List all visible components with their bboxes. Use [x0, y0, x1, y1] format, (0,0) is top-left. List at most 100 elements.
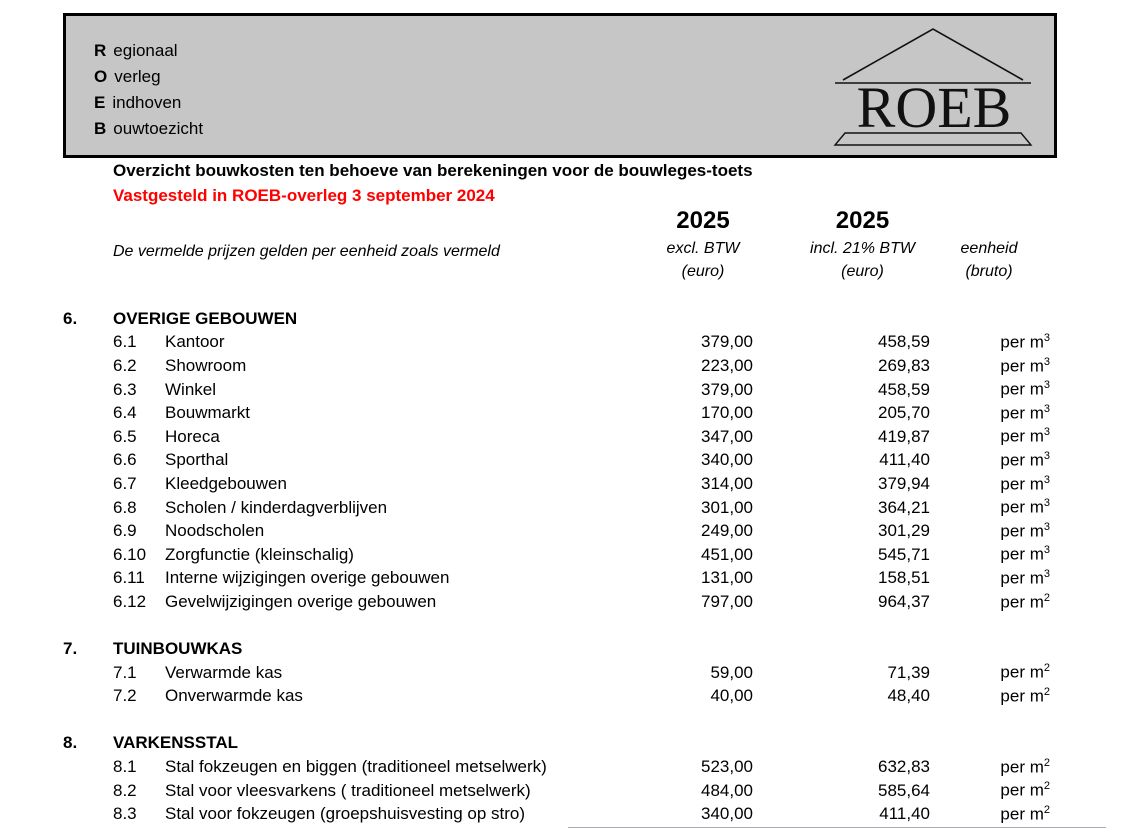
- price-incl-btw: 458,59: [878, 379, 930, 399]
- unit-base: per m: [1000, 804, 1044, 824]
- page-title: Overzicht bouwkosten ten behoeve van ber…: [113, 161, 753, 180]
- table-row: 8.3 Stal voor fokzeugen (groepshuisvestin…: [63, 802, 1050, 826]
- unit-base: per m: [1000, 427, 1044, 447]
- table-row: 6.11 Interne wijzigingen overige gebouwen…: [63, 567, 1050, 591]
- row-unit: per m2: [930, 686, 1050, 707]
- price-excl-btw: 314,00: [701, 473, 753, 493]
- row-unit: per m3: [930, 403, 1050, 424]
- table-row: 7.1 Verwarmde kas 59,00 71,39 per m2: [63, 661, 1050, 685]
- row-label: Noodscholen: [165, 521, 265, 541]
- row-number: 6.2: [113, 355, 137, 375]
- section-header: 8. VARKENSSTAL: [63, 732, 1050, 756]
- table-row: 6.1 Kantoor 379,00 458,59 per m3: [63, 331, 1050, 355]
- row-unit: per m3: [930, 521, 1050, 542]
- row-label: Verwarmde kas: [165, 662, 283, 682]
- year-label: 2025: [676, 207, 730, 234]
- column-unit-label: (euro): [681, 263, 725, 280]
- price-incl-btw: 964,37: [878, 591, 930, 611]
- table-row: 6.3 Winkel 379,00 458,59 per m3: [63, 378, 1050, 402]
- section-number: 6.: [63, 308, 78, 328]
- acronym-rest: indhoven: [112, 93, 182, 112]
- row-label: Kleedgebouwen: [165, 473, 287, 493]
- row-unit: per m2: [930, 780, 1050, 801]
- price-incl-btw: 364,21: [878, 497, 930, 517]
- row-unit: per m3: [930, 426, 1050, 447]
- unit-base: per m: [1000, 592, 1044, 612]
- price-incl-btw: 458,59: [878, 332, 930, 352]
- price-excl-btw: 523,00: [701, 757, 753, 777]
- adopted-subtitle: Vastgesteld in ROEB-overleg 3 september …: [113, 186, 495, 205]
- unit-base: per m: [1000, 686, 1044, 706]
- row-unit: per m3: [930, 356, 1050, 377]
- acronym-initial: R: [94, 41, 107, 60]
- column-header-eenheid: eenheid (bruto): [928, 237, 1050, 283]
- unit-base: per m: [1000, 474, 1044, 494]
- unit-exponent: 2: [1043, 685, 1050, 698]
- column-header-excl-btw: 2025 excl. BTW (euro): [628, 205, 778, 283]
- unit-exponent: 3: [1043, 497, 1050, 510]
- price-incl-btw: 269,83: [878, 355, 930, 375]
- section-header: 7. TUINBOUWKAS: [63, 637, 1050, 661]
- unit-exponent: 3: [1043, 355, 1050, 368]
- unit-exponent: 3: [1043, 402, 1050, 415]
- row-unit: per m2: [930, 592, 1050, 613]
- column-header-incl-btw: 2025 incl. 21% BTW (euro): [785, 205, 940, 283]
- cost-table: 6. OVERIGE GEBOUWEN 6.1 Kantoor 379,00 458,59…: [63, 307, 1050, 826]
- column-unit-label: (bruto): [965, 263, 1013, 280]
- acronym-rest: egionaal: [113, 41, 178, 60]
- row-unit: per m3: [930, 450, 1050, 471]
- row-number: 6.3: [113, 379, 137, 399]
- price-incl-btw: 205,70: [878, 403, 930, 423]
- unit-base: per m: [1000, 568, 1044, 588]
- unit-exponent: 2: [1043, 803, 1050, 816]
- acronym-rest: verleg: [114, 67, 161, 86]
- table-row: 6.6 Sporthal 340,00 411,40 per m3: [63, 449, 1050, 473]
- roeb-logo-icon: ROEB: [833, 28, 1033, 146]
- column-unit-label: (euro): [841, 263, 884, 280]
- row-number: 8.2: [113, 780, 137, 800]
- unit-exponent: 3: [1043, 379, 1050, 392]
- unit-exponent: 3: [1043, 332, 1050, 345]
- year-label: 2025: [835, 207, 890, 234]
- section-number: 7.: [63, 639, 78, 659]
- section-title: OVERIGE GEBOUWEN: [113, 308, 298, 328]
- row-unit: per m3: [930, 474, 1050, 495]
- unit-exponent: 3: [1043, 450, 1050, 463]
- unit-base: per m: [1000, 379, 1044, 399]
- unit-base: per m: [1000, 521, 1044, 541]
- price-excl-btw: 379,00: [701, 379, 753, 399]
- unit-base: per m: [1000, 757, 1044, 777]
- row-number: 6.8: [113, 497, 137, 517]
- unit-base: per m: [1000, 781, 1044, 800]
- price-incl-btw: 301,29: [878, 521, 930, 541]
- price-excl-btw: 340,00: [701, 804, 753, 824]
- row-label: Interne wijzigingen overige gebouwen: [165, 568, 450, 588]
- row-number: 6.6: [113, 450, 137, 470]
- table-row: 6.10 Zorgfunctie (kleinschalig) 451,00 545,…: [63, 543, 1050, 567]
- unit-exponent: 3: [1043, 568, 1050, 580]
- price-excl-btw: 301,00: [701, 497, 753, 517]
- price-incl-btw: 71,39: [887, 662, 930, 682]
- price-excl-btw: 223,00: [701, 355, 753, 375]
- row-label: Kantoor: [165, 332, 225, 352]
- section-title: VARKENSSTAL: [113, 733, 238, 753]
- table-row: 6.2 Showroom 223,00 269,83 per m3: [63, 354, 1050, 378]
- row-unit: per m3: [930, 379, 1050, 400]
- price-excl-btw: 340,00: [701, 450, 753, 470]
- unit-exponent: 2: [1043, 591, 1050, 604]
- row-label: Stal voor vleesvarkens ( traditioneel me…: [165, 780, 531, 800]
- price-excl-btw: 249,00: [701, 521, 753, 541]
- acronym-initial: E: [94, 93, 106, 112]
- column-subtitle: eenheid: [960, 240, 1018, 257]
- price-excl-btw: 451,00: [701, 544, 753, 564]
- price-incl-btw: 419,87: [878, 426, 930, 446]
- table-row: 6.7 Kleedgebouwen 314,00 379,94 per m3: [63, 472, 1050, 496]
- row-label: Showroom: [165, 355, 247, 375]
- price-incl-btw: 545,71: [878, 544, 930, 564]
- acronym-initial: B: [94, 119, 107, 138]
- unit-base: per m: [1000, 663, 1044, 683]
- acronym-rest: ouwtoezicht: [113, 119, 204, 138]
- unit-base: per m: [1000, 332, 1044, 352]
